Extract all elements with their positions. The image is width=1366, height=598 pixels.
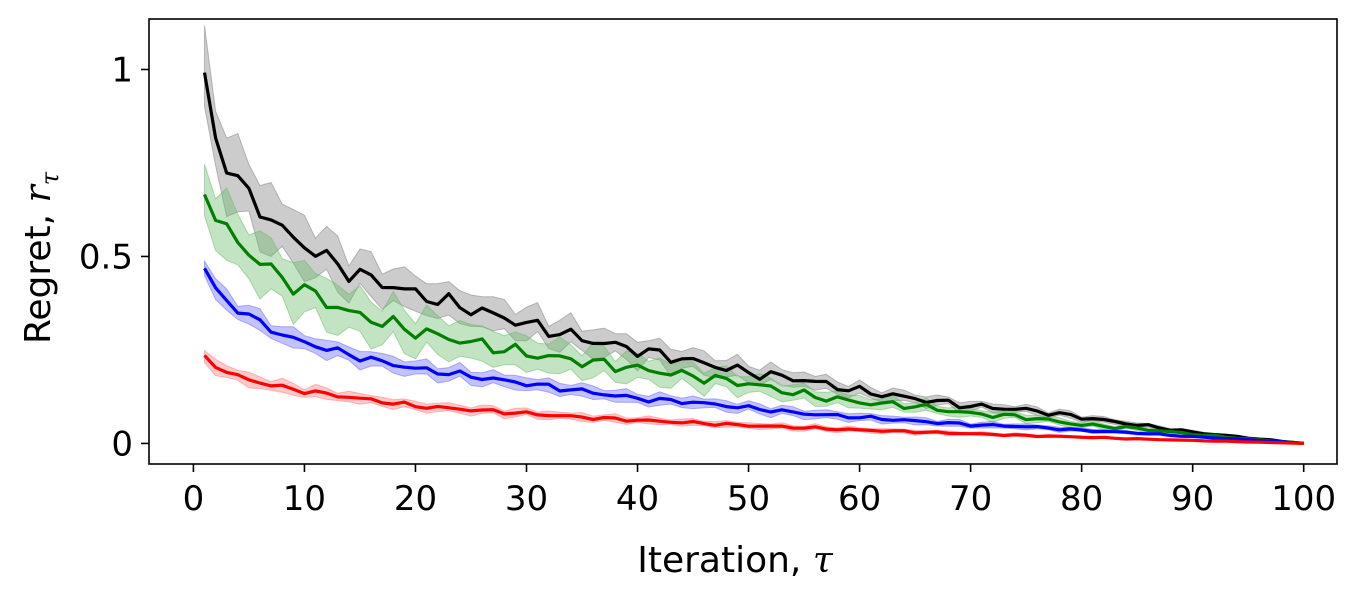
series-line-2 bbox=[203, 267, 1304, 445]
y-tick-label: 0 bbox=[111, 424, 133, 464]
x-tick-label: 80 bbox=[1060, 479, 1103, 519]
series-line-1 bbox=[203, 193, 1304, 445]
x-tick-label: 70 bbox=[949, 479, 992, 519]
series-line-0 bbox=[202, 72, 1304, 445]
confidence-bands bbox=[204, 25, 1304, 444]
x-tick-label: 20 bbox=[394, 479, 437, 519]
x-tick-label: 100 bbox=[1271, 479, 1336, 519]
x-tick-label: 10 bbox=[283, 479, 326, 519]
plot-frame bbox=[148, 18, 1338, 465]
y-tick-label: 1 bbox=[111, 50, 133, 90]
y-axis-label: Regret, rτ bbox=[18, 171, 64, 344]
x-axis-ticks: 0 10 20 30 40 50 60 70 80 90 100 bbox=[183, 464, 1336, 519]
y-tick-label: 0.5 bbox=[79, 237, 133, 277]
x-tick-label: 50 bbox=[727, 479, 770, 519]
x-tick-label: 60 bbox=[838, 479, 881, 519]
x-tick-label: 30 bbox=[505, 479, 548, 519]
series-line-3 bbox=[203, 354, 1304, 445]
x-tick-label: 40 bbox=[616, 479, 659, 519]
x-tick-label: 0 bbox=[183, 479, 205, 519]
series-lines bbox=[202, 72, 1304, 445]
y-axis-ticks: 00.51 bbox=[79, 50, 149, 464]
x-axis-label: Iteration, τ bbox=[637, 540, 834, 581]
x-tick-label: 90 bbox=[1171, 479, 1214, 519]
